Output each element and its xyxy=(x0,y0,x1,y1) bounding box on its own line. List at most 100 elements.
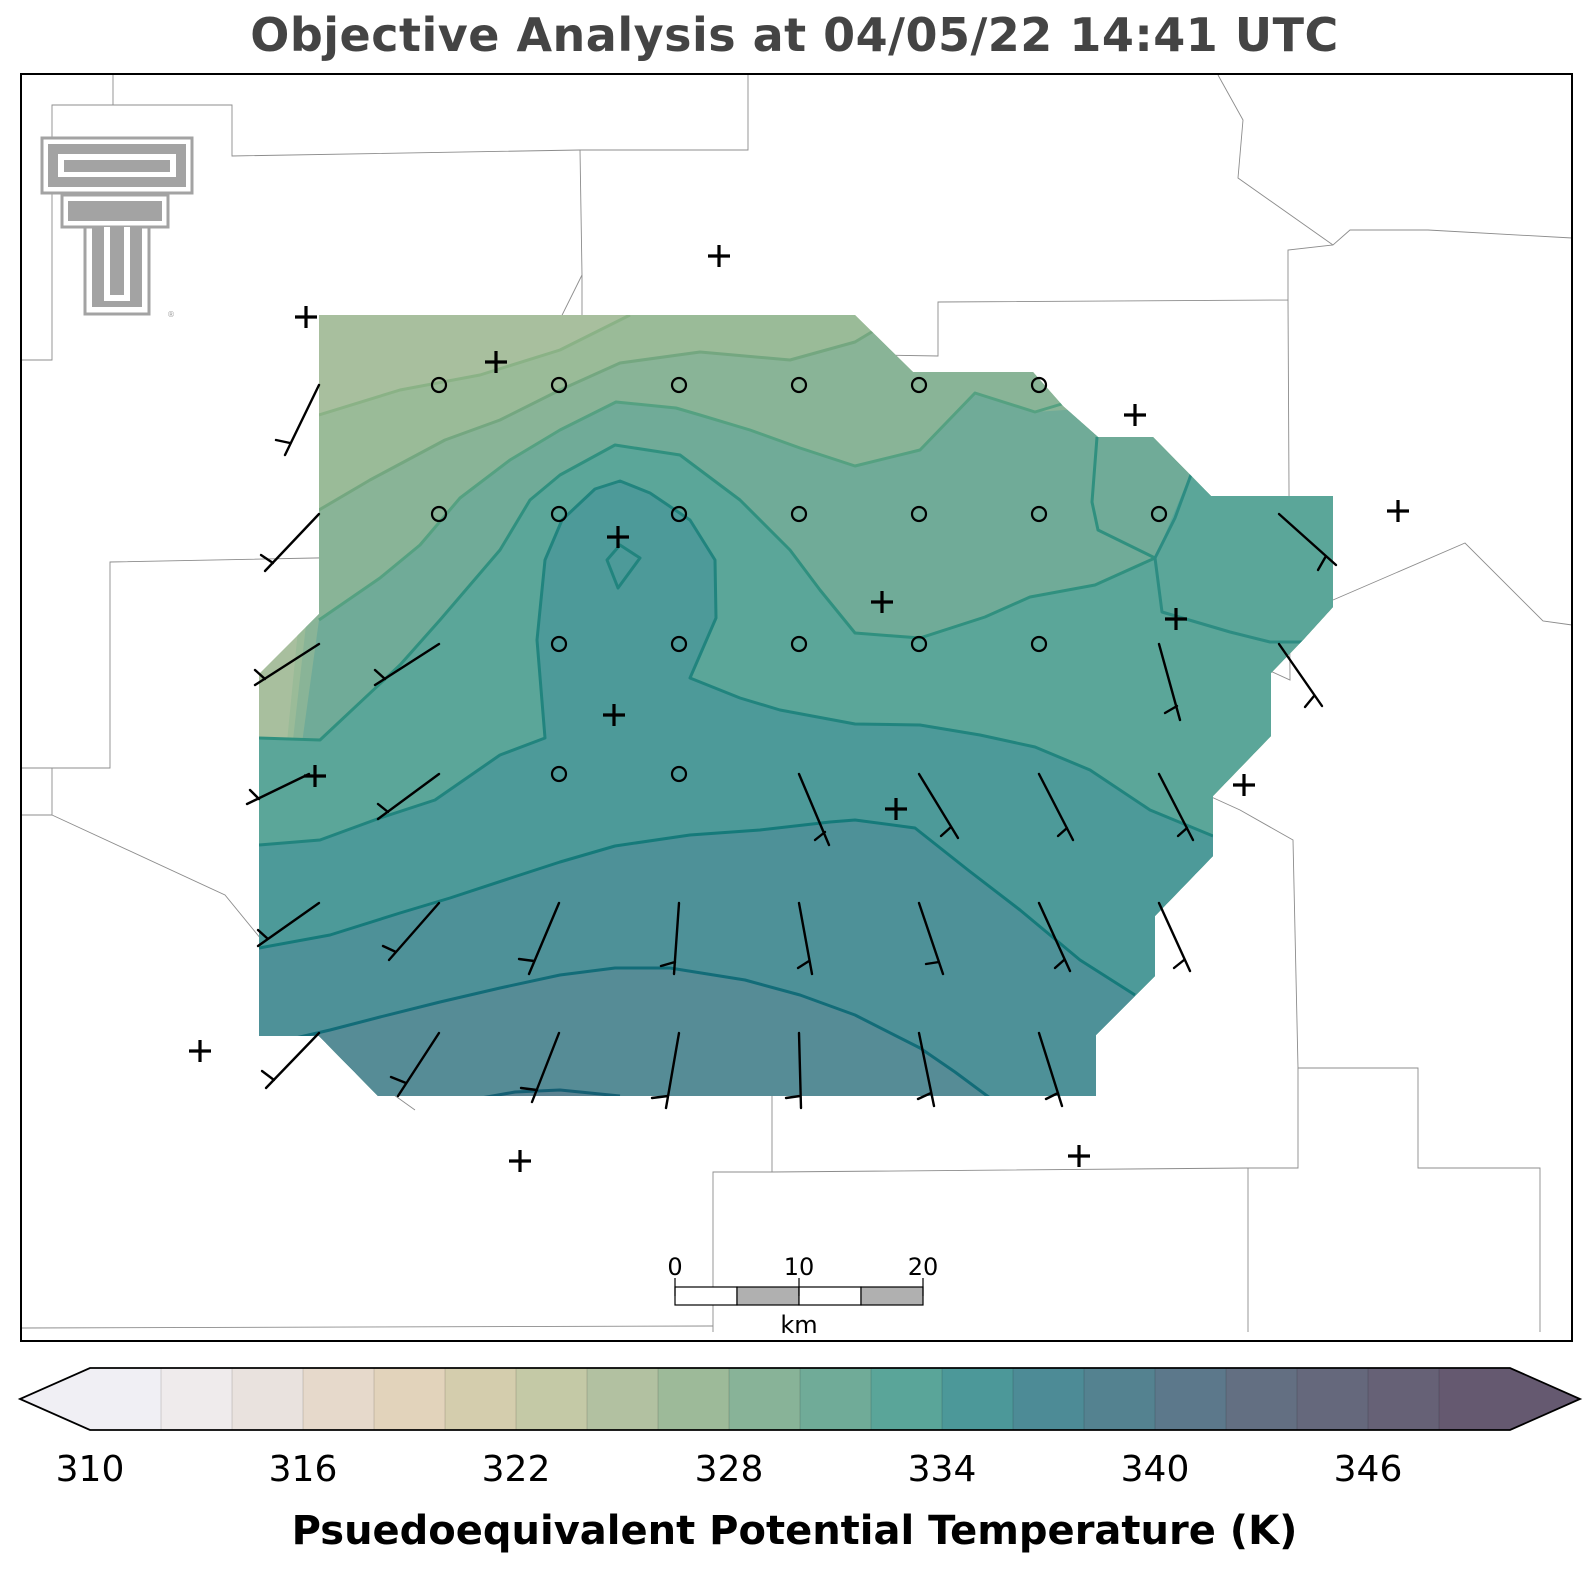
calm-station xyxy=(910,505,928,523)
calm-station xyxy=(670,376,688,394)
missing-station xyxy=(871,591,893,613)
colorbar-extend-high xyxy=(1510,1368,1580,1430)
missing-station xyxy=(607,526,629,548)
missing-station xyxy=(295,306,317,328)
svg-text:®: ® xyxy=(167,310,175,319)
wind-barb xyxy=(1037,772,1075,842)
colorbar-outline xyxy=(17,1367,1583,1431)
calm-station xyxy=(1030,376,1048,394)
colorbar-bin xyxy=(1297,1368,1369,1430)
missing-station xyxy=(1124,404,1146,426)
colorbar-bin xyxy=(303,1368,375,1430)
missing-station xyxy=(1068,1145,1090,1167)
colorbar-tick-label: 322 xyxy=(482,1449,551,1490)
wind-barb xyxy=(256,901,321,948)
colorbar-tick-label: 346 xyxy=(1334,1449,1403,1490)
wind-barb xyxy=(1157,642,1182,722)
missing-station xyxy=(603,704,625,726)
wind-barb xyxy=(517,901,561,976)
calm-station xyxy=(910,376,928,394)
wind-barb xyxy=(245,772,311,806)
calm-station xyxy=(670,635,688,653)
scale-label-20: 20 xyxy=(908,1253,939,1281)
colorbar-bin xyxy=(232,1368,304,1430)
wind-barb xyxy=(1037,901,1072,973)
colorbar-bin xyxy=(161,1368,233,1430)
missing-station xyxy=(304,765,326,787)
colorbar-bin xyxy=(374,1368,446,1430)
calm-station xyxy=(550,376,568,394)
wind-barb xyxy=(784,1031,803,1110)
wind-barb xyxy=(389,1031,441,1098)
wind-barb xyxy=(274,383,321,457)
colorbar-bin xyxy=(587,1368,659,1430)
calm-station xyxy=(670,765,688,783)
wind-barb xyxy=(659,901,681,976)
calm-station xyxy=(550,765,568,783)
colorbar-tick-label: 310 xyxy=(56,1449,125,1490)
filled-contours xyxy=(259,315,1333,1096)
calm-station xyxy=(910,635,928,653)
colorbar-extend-low xyxy=(20,1368,90,1430)
wind-barb xyxy=(519,1031,561,1104)
missing-station xyxy=(485,351,507,373)
wind-barb xyxy=(1157,901,1192,973)
colorbar-bin xyxy=(1084,1368,1156,1430)
wind-barb xyxy=(650,1031,681,1110)
calm-station xyxy=(550,635,568,653)
colorbar-bin xyxy=(1368,1368,1440,1430)
colorbar-bin xyxy=(658,1368,730,1430)
wind-barb xyxy=(373,642,441,687)
missing-station xyxy=(708,245,730,267)
missing-station xyxy=(885,798,907,820)
colorbar-bin xyxy=(1013,1368,1085,1430)
colorbar xyxy=(17,1367,1583,1431)
calm-station xyxy=(790,505,808,523)
wind-barb xyxy=(1277,512,1338,572)
calm-station xyxy=(790,635,808,653)
colorbar-bin xyxy=(90,1368,162,1430)
colorbar-tick-label: 334 xyxy=(908,1449,977,1490)
calm-station xyxy=(670,505,688,523)
colorbar-bin xyxy=(516,1368,588,1430)
wind-barb xyxy=(917,772,960,840)
map-frame xyxy=(20,73,1573,1342)
wind-barb xyxy=(376,772,441,821)
colorbar-bin xyxy=(729,1368,801,1430)
wind-barbs xyxy=(245,383,1338,1110)
colorbar-bin xyxy=(800,1368,872,1430)
wind-barb xyxy=(1277,642,1324,709)
calm-station xyxy=(430,376,448,394)
scale-label-0: 0 xyxy=(667,1253,682,1281)
map-title: Objective Analysis at 04/05/22 14:41 UTC xyxy=(250,8,1339,62)
calm-station xyxy=(790,376,808,394)
wind-barb xyxy=(797,772,831,847)
colorbar-bin xyxy=(445,1368,517,1430)
wind-barb xyxy=(381,901,441,962)
calm-station xyxy=(430,505,448,523)
missing-station xyxy=(509,1150,531,1172)
colorbar-bin xyxy=(1155,1368,1227,1430)
colorbar-ticks: 310 316 322 328 334 340 346 xyxy=(56,1449,1403,1490)
calm-station xyxy=(1150,505,1168,523)
missing-station xyxy=(1387,500,1409,522)
missing-station xyxy=(1233,774,1255,796)
missing-station xyxy=(1165,608,1187,630)
colorbar-tick-label: 328 xyxy=(695,1449,764,1490)
scale-bar: 0 10 20 km xyxy=(667,1253,938,1339)
wind-barb xyxy=(1037,1031,1064,1108)
scale-unit: km xyxy=(780,1311,817,1339)
colorbar-bin xyxy=(1439,1368,1511,1430)
colorbar-tick-label: 316 xyxy=(269,1449,338,1490)
wind-barb xyxy=(259,512,321,573)
calm-station xyxy=(1030,505,1048,523)
scale-label-10: 10 xyxy=(784,1253,815,1281)
colorbar-bin xyxy=(871,1368,943,1430)
colorbar-bin xyxy=(1226,1368,1298,1430)
calm-station-markers xyxy=(430,376,1168,783)
wind-barb xyxy=(796,901,814,976)
calm-station xyxy=(1030,635,1048,653)
texas-tech-double-t-logo: ® xyxy=(40,136,194,319)
colorbar-bin xyxy=(942,1368,1014,1430)
